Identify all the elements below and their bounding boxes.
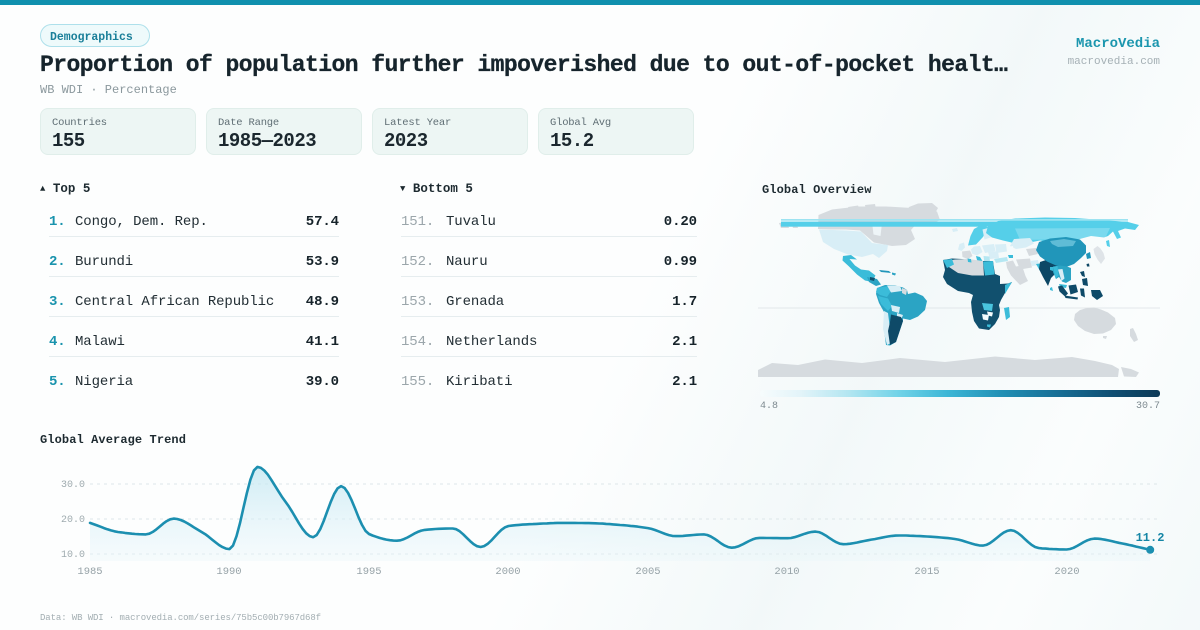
svg-text:1990: 1990: [216, 566, 241, 578]
svg-text:1985: 1985: [77, 566, 102, 578]
svg-text:2010: 2010: [774, 566, 799, 578]
svg-text:2015: 2015: [914, 566, 939, 578]
svg-text:2005: 2005: [635, 566, 660, 578]
svg-text:2020: 2020: [1054, 566, 1079, 578]
svg-text:10.0: 10.0: [61, 550, 85, 561]
svg-text:1995: 1995: [356, 566, 381, 578]
svg-text:2000: 2000: [495, 566, 520, 578]
svg-text:11.2: 11.2: [1136, 531, 1165, 545]
svg-text:30.0: 30.0: [61, 480, 85, 491]
svg-text:20.0: 20.0: [61, 515, 85, 526]
